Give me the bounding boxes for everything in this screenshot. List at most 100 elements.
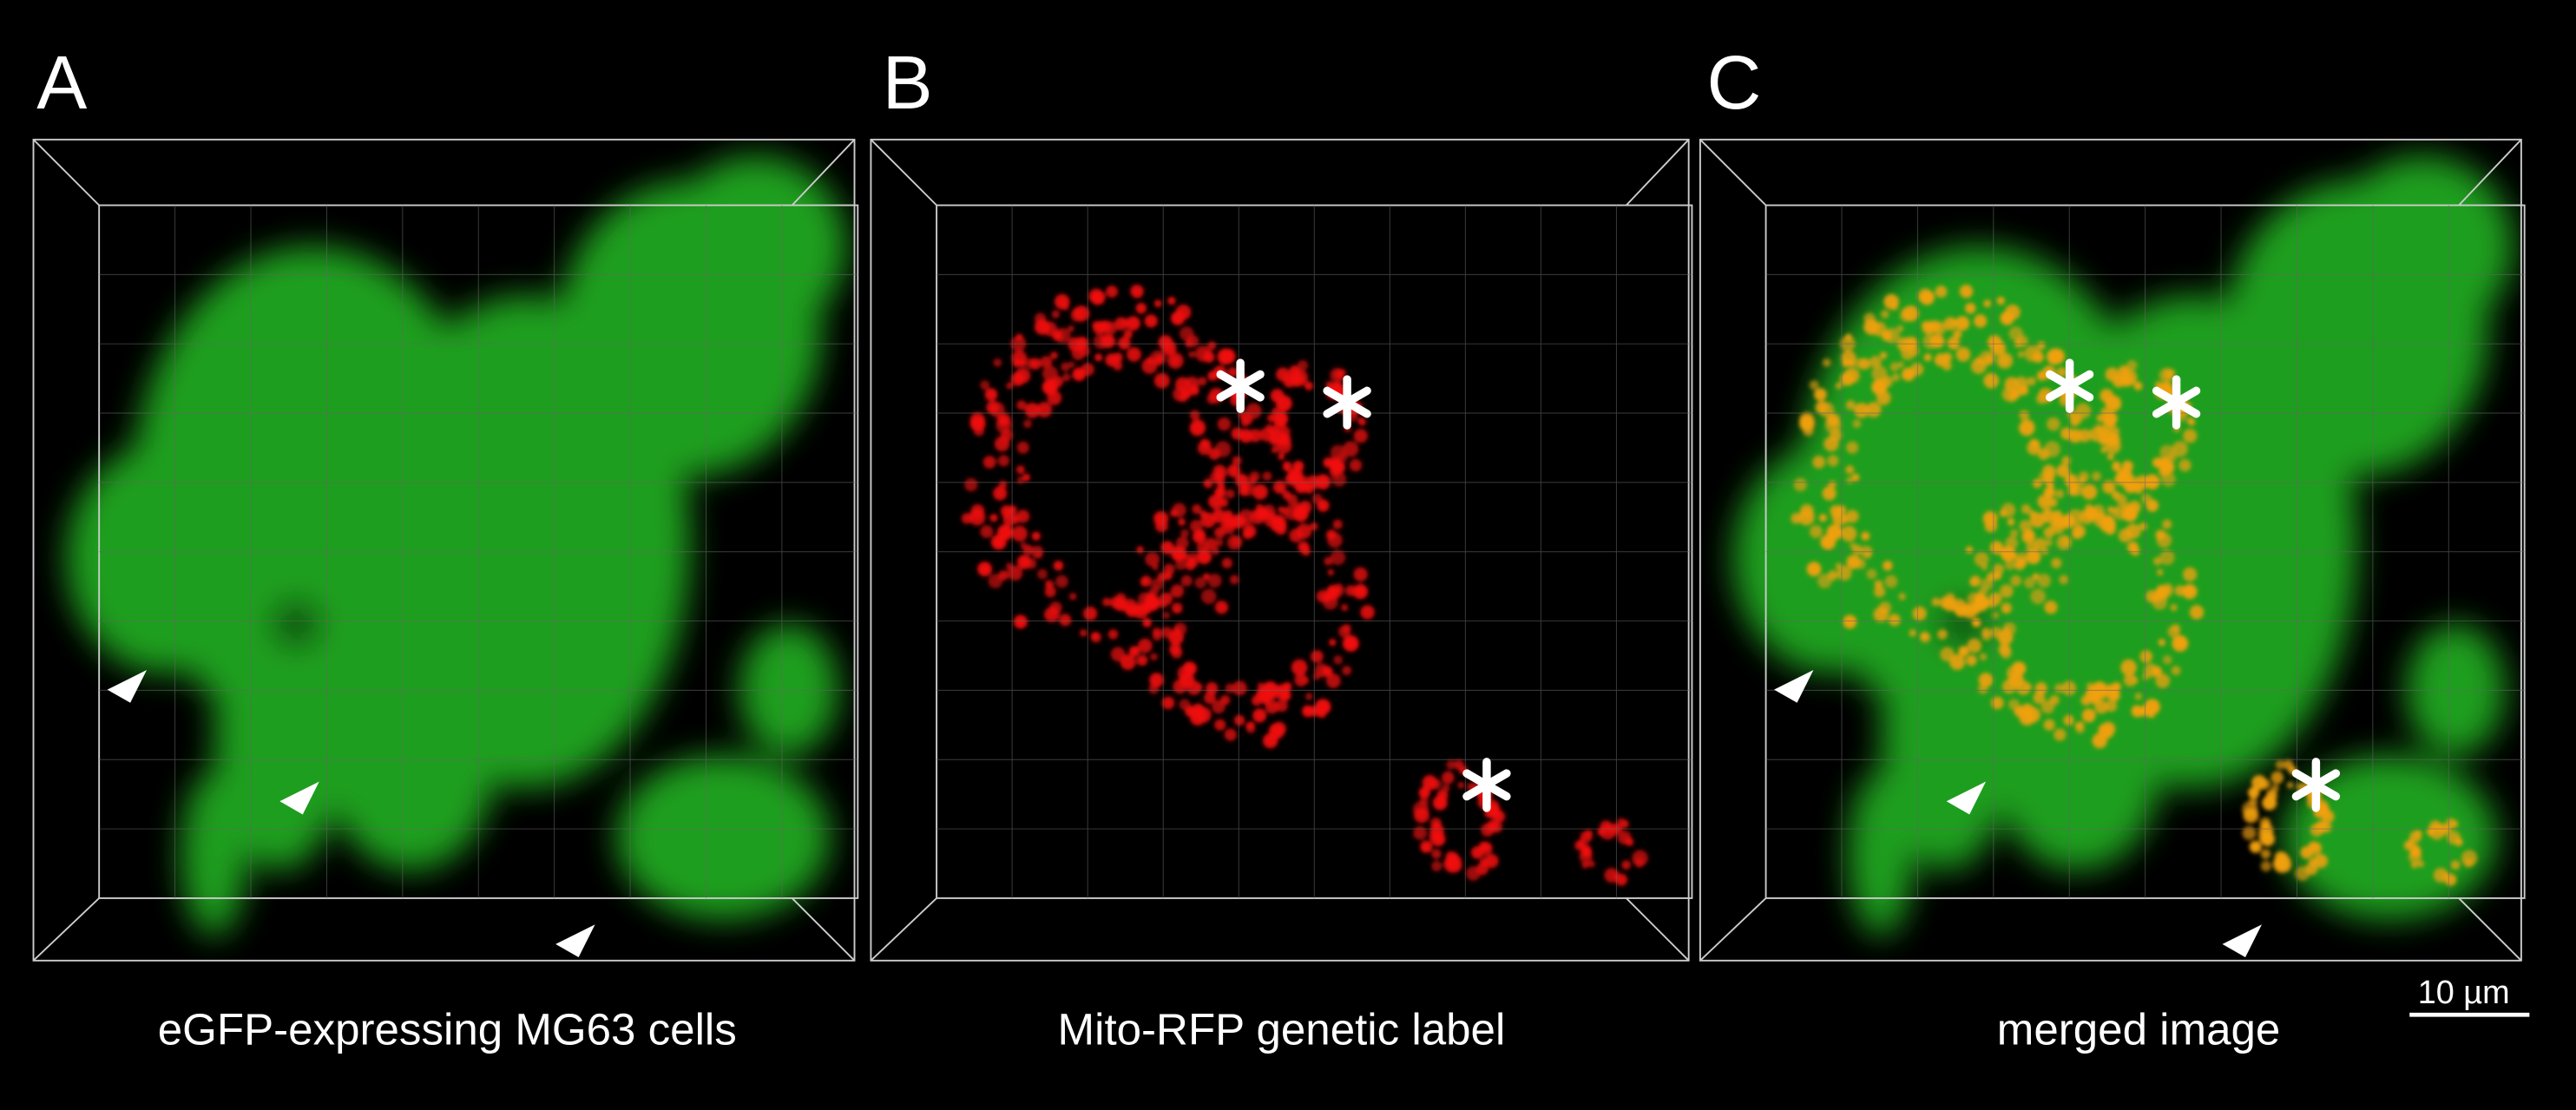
mito <box>2033 692 2046 705</box>
mito <box>2126 359 2138 371</box>
mito <box>1482 843 1492 852</box>
mito <box>1000 429 1013 442</box>
mito <box>1221 557 1232 568</box>
mito <box>989 402 1005 417</box>
mito <box>1136 605 1145 613</box>
mito <box>2409 846 2422 858</box>
mito <box>1837 565 1852 581</box>
mito <box>2259 817 2271 829</box>
mito <box>1207 574 1222 588</box>
mito <box>1117 337 1131 350</box>
mito <box>1953 330 1962 339</box>
mito <box>2243 807 2259 824</box>
mito <box>1167 296 1176 305</box>
mito <box>2260 860 2272 872</box>
mito <box>2049 694 2060 706</box>
mito <box>1013 614 1028 629</box>
mito <box>1245 721 1254 731</box>
mito <box>1220 518 1237 535</box>
mito <box>2063 714 2074 726</box>
mito <box>1945 593 1955 603</box>
mito <box>2139 650 2153 663</box>
mito <box>1874 586 1886 598</box>
mito <box>2074 721 2084 731</box>
mito <box>2145 474 2160 489</box>
mito <box>993 486 1008 501</box>
arrowhead <box>107 669 148 703</box>
mito <box>1223 509 1233 521</box>
mito <box>1152 627 1161 637</box>
mito <box>1180 575 1193 587</box>
mito <box>1242 482 1251 491</box>
mito <box>1931 597 1941 607</box>
micrograph <box>870 138 1693 962</box>
mito <box>1055 575 1068 588</box>
mito <box>1966 654 1977 667</box>
mito <box>1150 653 1158 661</box>
mito <box>969 509 986 526</box>
mito <box>2052 509 2063 521</box>
mito <box>1233 714 1245 726</box>
mito <box>1310 650 1324 663</box>
mito <box>2030 588 2047 605</box>
mito <box>2026 541 2038 554</box>
mito <box>993 358 1002 367</box>
mito <box>1093 321 1107 335</box>
mito <box>2248 797 2258 806</box>
mito <box>2047 348 2063 365</box>
mito <box>2008 392 2017 403</box>
mito <box>2088 427 2104 442</box>
mito <box>1062 373 1071 382</box>
mito <box>2270 771 2284 785</box>
mito <box>1849 542 1856 549</box>
mito <box>1991 696 2004 710</box>
mito <box>1217 348 1234 365</box>
mito <box>2177 642 2186 652</box>
mito <box>1192 504 1202 515</box>
mito <box>1283 463 1291 472</box>
box-outer <box>1699 138 2522 962</box>
asterisk-stroke <box>1462 769 1511 801</box>
cell <box>2406 623 2505 756</box>
mito <box>1044 586 1056 598</box>
mito <box>1275 395 1292 412</box>
mito <box>1861 531 1870 541</box>
mito <box>2137 706 2148 717</box>
mito <box>1442 784 1450 792</box>
mito <box>1871 365 1888 382</box>
mito <box>1793 477 1807 492</box>
mito <box>1199 438 1209 447</box>
mito <box>1356 585 1364 594</box>
nucleus <box>273 601 319 647</box>
mito <box>2186 417 2195 425</box>
mito <box>1831 511 1847 526</box>
mito <box>2146 499 2159 512</box>
panel-caption: eGFP-expressing MG63 cells <box>158 1004 737 1054</box>
mito <box>2433 868 2448 883</box>
arrowhead <box>1774 669 1814 703</box>
mito <box>1153 372 1170 389</box>
mito <box>2162 519 2172 529</box>
box-edge <box>791 139 856 207</box>
mito <box>1120 654 1136 671</box>
mito <box>1845 400 1856 411</box>
mito <box>1162 611 1171 620</box>
mito <box>989 514 998 522</box>
mito <box>1828 480 1837 489</box>
mito <box>2059 575 2069 585</box>
arrowhead <box>2222 924 2262 958</box>
mito <box>1818 514 1827 522</box>
mito <box>1206 682 1219 695</box>
mito <box>2101 721 2116 736</box>
mito <box>1219 497 1229 508</box>
mito <box>1149 587 1159 596</box>
mito <box>1016 476 1024 484</box>
mito <box>1136 654 1148 667</box>
mito <box>2027 377 2036 386</box>
mito <box>2000 584 2014 598</box>
mito <box>1891 373 1900 382</box>
mito <box>2142 673 2150 680</box>
panel-caption: merged image <box>1997 1004 2280 1054</box>
mito <box>1141 358 1158 374</box>
mito <box>1185 560 1196 571</box>
